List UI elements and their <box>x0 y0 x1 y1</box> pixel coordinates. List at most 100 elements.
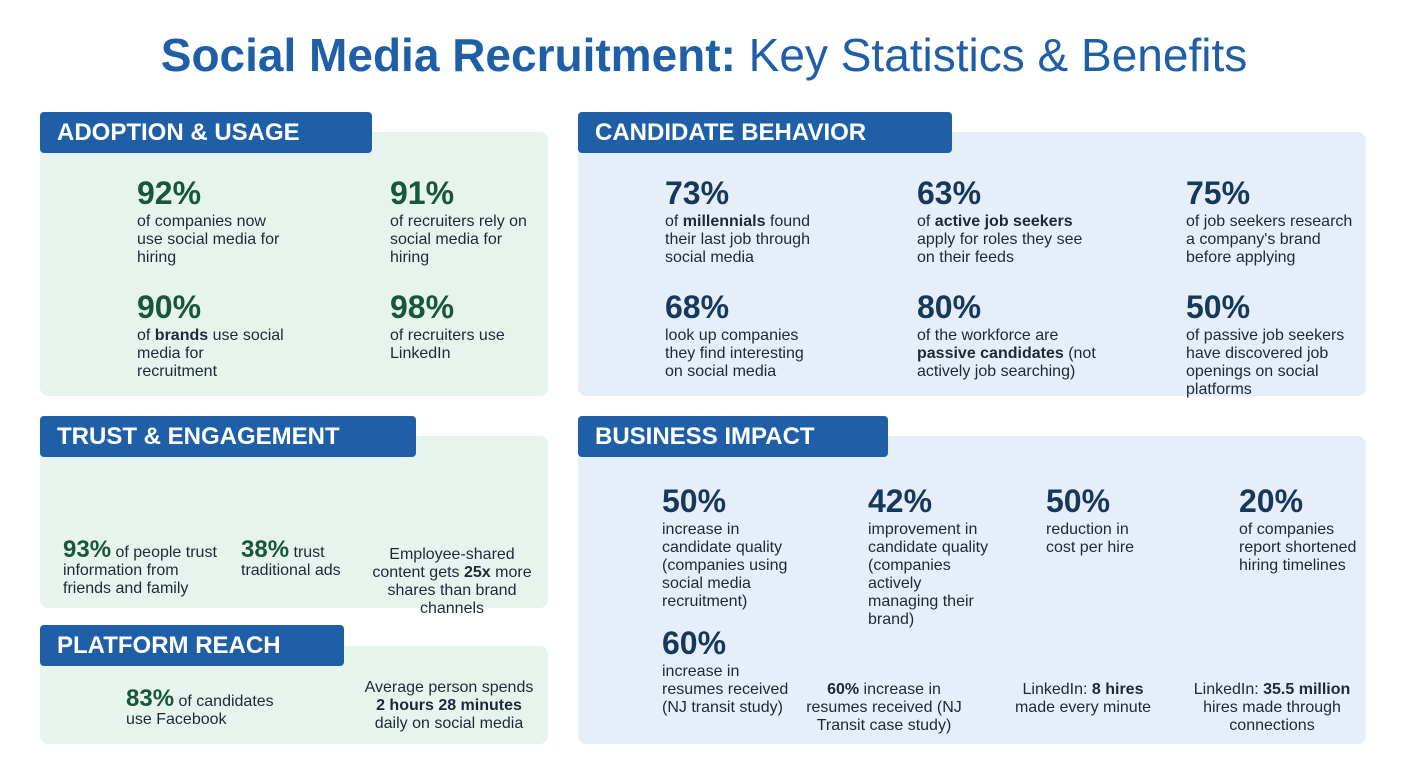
heading-text: PLATFORM REACH <box>57 632 281 659</box>
section-heading: PLATFORM REACH <box>40 625 344 666</box>
text-run: more shares than brand channels <box>387 564 532 617</box>
text-run: of recruiters rely on social media for h… <box>390 213 527 266</box>
stat-description: of companies now use social media for hi… <box>137 213 287 267</box>
value-text: 68% <box>665 289 730 325</box>
stat-value: 20% <box>1239 484 1303 518</box>
value-text: 75% <box>1186 175 1251 211</box>
heading-text: BUSINESS IMPACT <box>595 423 815 450</box>
section-heading: BUSINESS IMPACT <box>578 416 888 457</box>
stat-value: 42% <box>868 484 932 518</box>
value-text: 91% <box>390 175 455 211</box>
text-run: of candidates use Facebook <box>126 693 274 728</box>
value-text: 80% <box>917 289 982 325</box>
heading-text: TRUST & ENGAGEMENT <box>57 423 340 450</box>
stat-description: Average person spends 2 hours 28 minutes… <box>364 679 534 733</box>
stat-value: 38% <box>241 536 290 563</box>
stat-description: of the workforce are passive candidates … <box>917 327 1097 381</box>
stat-description: of millennials found their last job thro… <box>665 213 825 267</box>
emphasis: active job seekers <box>934 213 1073 230</box>
text-run: improvement in candidate quality (compan… <box>868 521 989 628</box>
stat-description: look up companies they find interesting … <box>665 327 815 381</box>
stat-value: 92% <box>137 176 201 210</box>
stat-description: of active job seekers apply for roles th… <box>917 213 1087 267</box>
value-text: 50% <box>1046 483 1111 519</box>
stat-value: 91% <box>390 176 454 210</box>
emphasis: 60% <box>827 681 860 698</box>
stat-description: increase in candidate quality (companies… <box>662 521 792 611</box>
value-text: 60% <box>662 625 727 661</box>
stat-value: 73% <box>665 176 729 210</box>
emphasis: 8 hires <box>1091 681 1144 698</box>
stat-description: of passive job seekers have discovered j… <box>1186 327 1364 399</box>
section-heading: ADOPTION & USAGE <box>40 112 372 153</box>
section-heading: TRUST & ENGAGEMENT <box>40 416 416 457</box>
text-run: of <box>917 213 935 230</box>
text-run: increase in resumes received (NJ Transit… <box>806 681 962 734</box>
stat-description: Employee-shared content gets 25x more sh… <box>362 546 542 618</box>
stat-value: 63% <box>917 176 981 210</box>
stat-description: of brands use social media for recruitme… <box>137 327 287 381</box>
stat-description: increase in resumes received (NJ transit… <box>662 663 792 717</box>
stat-description: 83% of candidates use Facebook <box>126 687 296 729</box>
text-run: apply for roles they see on their feeds <box>917 231 1083 266</box>
value-text: 92% <box>137 175 202 211</box>
text-run: of <box>665 213 683 230</box>
stat-value: 68% <box>665 290 729 324</box>
stat-value: 80% <box>917 290 981 324</box>
stat-description: improvement in candidate quality (compan… <box>868 521 993 629</box>
text-run: made every minute <box>1014 699 1152 716</box>
stat-description: 60% increase in resumes received (NJ Tra… <box>799 681 969 735</box>
section-panel <box>40 132 548 396</box>
text-run: trust traditional ads <box>241 544 341 579</box>
text-run: hires made through connections <box>1203 699 1341 734</box>
section-panel <box>40 436 548 608</box>
text-run: found their last job through social medi… <box>665 213 810 266</box>
page-title: Social Media Recruitment: Key Statistics… <box>0 28 1408 82</box>
stat-value: 50% <box>1046 484 1110 518</box>
section-panel <box>578 436 1366 744</box>
stat-description: LinkedIn: 35.5 million hires made throug… <box>1187 681 1357 735</box>
text-run: Employee-shared content gets <box>372 546 515 581</box>
emphasis: 25x <box>464 564 491 581</box>
stat-value: 60% <box>662 626 726 660</box>
text-run: of <box>137 327 155 344</box>
text-run: (not actively job searching) <box>917 345 1096 380</box>
text-run: reduction in cost per hire <box>1046 521 1135 556</box>
stat-description: of recruiters use LinkedIn <box>390 327 530 363</box>
text-run: increase in resumes received (NJ transit… <box>662 663 789 716</box>
stat-description: LinkedIn: 8 hires made every minute <box>1003 681 1163 717</box>
stat-value: 50% <box>662 484 726 518</box>
stat-description: 93% of people trust information from fri… <box>63 538 228 598</box>
stat-value: 90% <box>137 290 201 324</box>
text-run: increase in candidate quality (companies… <box>662 521 788 610</box>
stat-description: of recruiters rely on social media for h… <box>390 213 530 267</box>
stat-description: reduction in cost per hire <box>1046 521 1156 557</box>
heading-text: ADOPTION & USAGE <box>57 119 300 146</box>
text-run: look up companies they find interesting … <box>665 327 804 380</box>
emphasis: 2 hours 28 minutes <box>376 697 522 714</box>
value-text: 50% <box>662 483 727 519</box>
text-run: of companies now use social media for hi… <box>137 213 280 266</box>
emphasis: passive candidates <box>917 345 1064 362</box>
stat-value: 98% <box>390 290 454 324</box>
text-run: daily on social media <box>374 715 524 732</box>
text-run: LinkedIn: <box>1022 681 1092 698</box>
emphasis: millennials <box>682 213 766 230</box>
text-run: Average person spends <box>364 679 534 696</box>
value-text: 90% <box>137 289 202 325</box>
stat-value: 83% <box>126 685 175 712</box>
stat-value: 50% <box>1186 290 1250 324</box>
text-run: of passive job seekers have discovered j… <box>1186 327 1345 398</box>
value-text: 98% <box>390 289 455 325</box>
value-text: 63% <box>917 175 982 211</box>
text-run: use social media for recruitment <box>137 327 284 380</box>
heading-text: CANDIDATE BEHAVIOR <box>595 119 867 146</box>
text-run: of people trust information from friends… <box>63 544 217 597</box>
section-heading: CANDIDATE BEHAVIOR <box>578 112 952 153</box>
value-text: 73% <box>665 175 730 211</box>
text-run: of recruiters use LinkedIn <box>390 327 505 362</box>
emphasis: Social Media Recruitment: <box>160 29 736 81</box>
section-panel <box>578 132 1366 396</box>
stat-value: 75% <box>1186 176 1250 210</box>
